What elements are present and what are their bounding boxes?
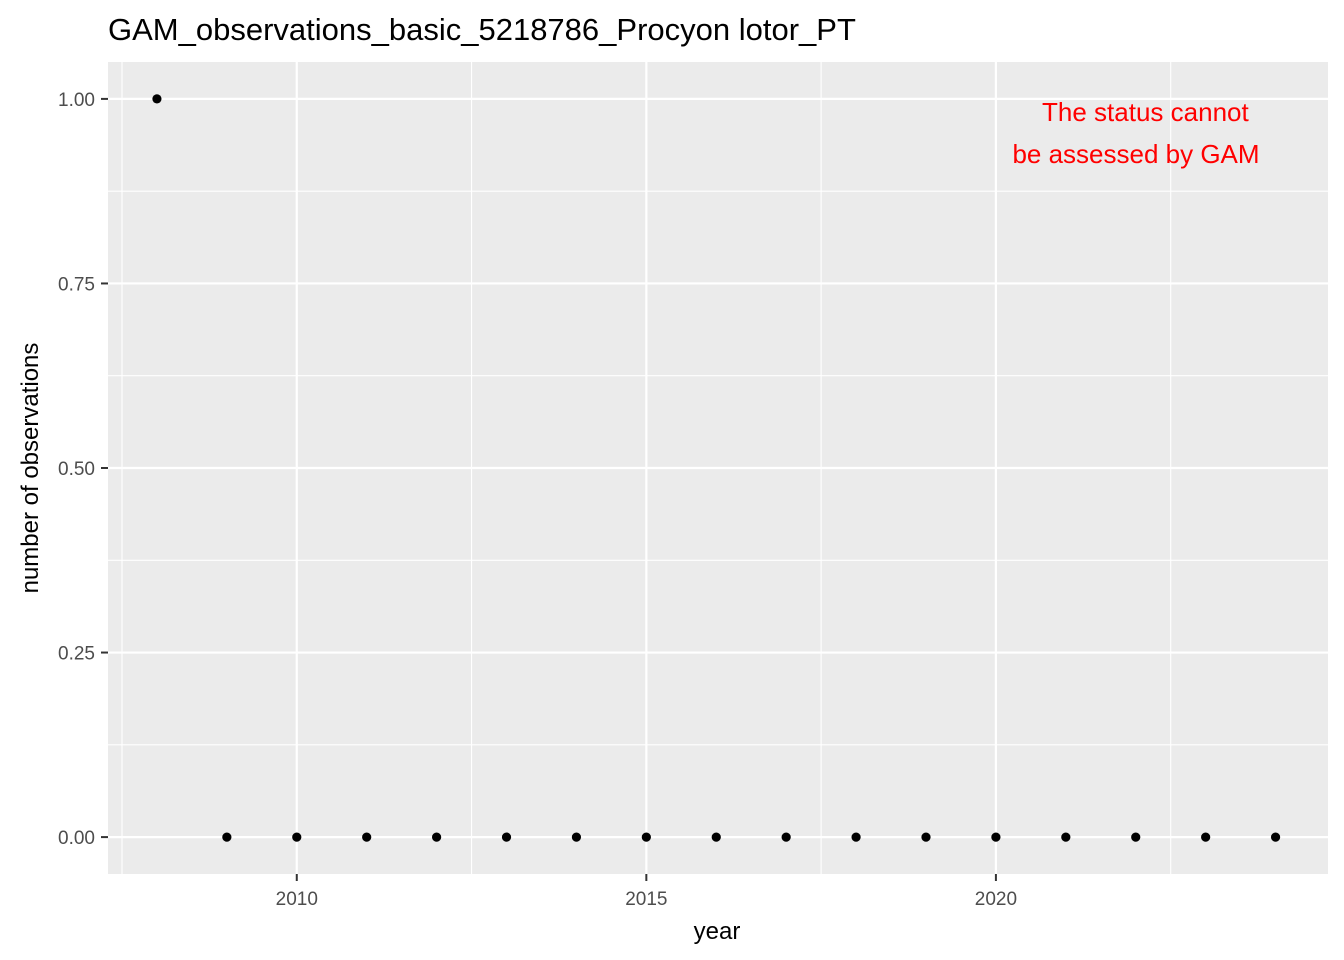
data-points: [152, 94, 1281, 842]
y-tick-label-1: 0.25: [58, 644, 95, 665]
y-tick-label-4: 1.00: [58, 90, 95, 111]
data-point-2022: [1131, 832, 1141, 842]
x-axis-label: year: [694, 918, 741, 945]
x-tick-label-2: 2020: [975, 889, 1017, 910]
data-point-2020: [991, 832, 1001, 842]
data-point-2008: [152, 94, 162, 104]
y-axis: 0.00 0.25 0.50 0.75 1.00: [58, 90, 108, 849]
data-point-2014: [571, 832, 582, 842]
y-axis-label: number of observations: [17, 343, 44, 594]
data-point-2013: [501, 832, 512, 842]
data-point-2010: [292, 832, 302, 842]
data-point-2023: [1201, 832, 1211, 842]
data-point-2009: [222, 832, 232, 842]
major-gridlines: [108, 62, 1328, 874]
y-tick-label-0: 0.00: [58, 828, 95, 849]
x-tick-label-0: 2010: [276, 889, 318, 910]
annotation-line-2: be assessed by GAM: [1012, 139, 1259, 169]
chart-title: GAM_observations_basic_5218786_Procyon l…: [108, 12, 856, 47]
y-tick-label-3: 0.75: [58, 274, 95, 295]
x-axis: 2010 2015 2020: [276, 874, 1017, 910]
data-point-2017: [781, 832, 791, 842]
data-point-2011: [362, 832, 372, 842]
data-point-2019: [921, 832, 931, 842]
x-tick-label-1: 2015: [625, 889, 667, 910]
data-point-2021: [1061, 832, 1071, 842]
data-point-2012: [431, 832, 442, 842]
data-point-2016: [711, 832, 721, 842]
y-tick-label-2: 0.50: [58, 459, 95, 480]
data-point-2018: [851, 832, 861, 842]
annotation-line-1: The status cannot: [1042, 97, 1249, 127]
data-point-2015: [641, 832, 651, 842]
status-annotation: The status cannot be assessed by GAM: [1012, 97, 1259, 169]
data-point-2024: [1270, 832, 1281, 842]
